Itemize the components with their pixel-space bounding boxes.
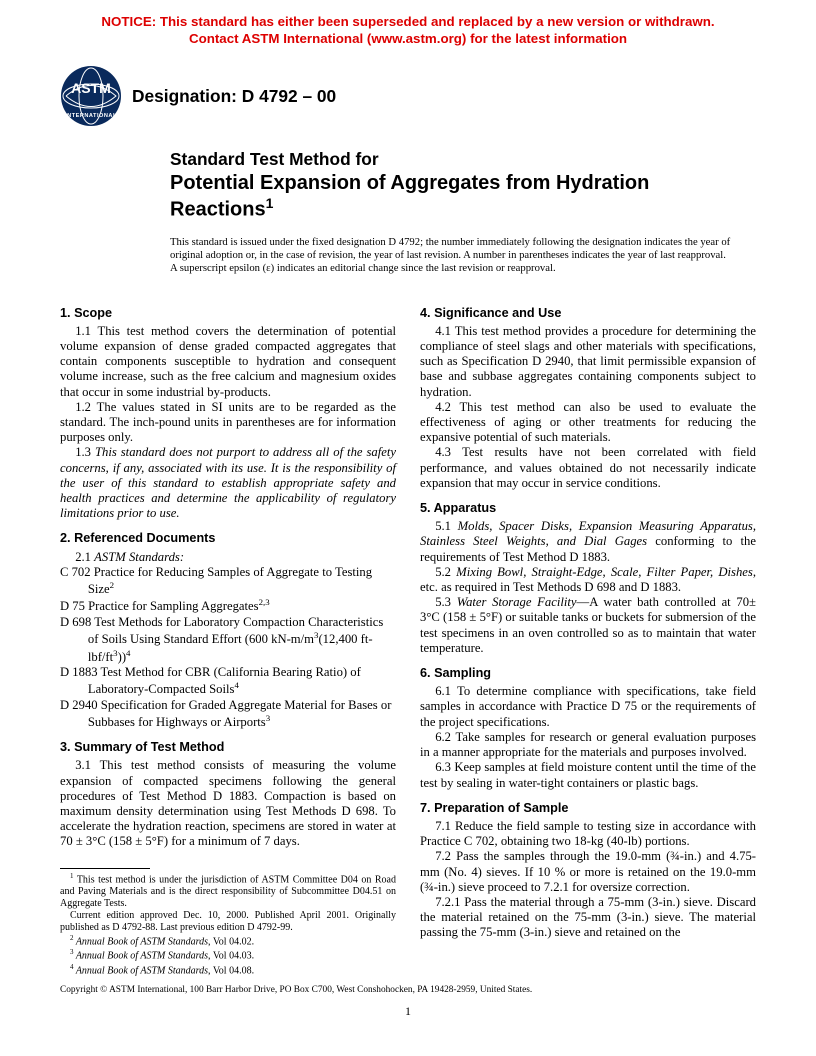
title-line2: Potential Expansion of Aggregates from H… bbox=[170, 171, 756, 222]
ref-d698: D 698 Test Methods for Laboratory Compac… bbox=[60, 615, 396, 665]
p-7-1: 7.1 Reduce the field sample to testing s… bbox=[420, 819, 756, 849]
footnote-2: 2 Annual Book of ASTM Standards, Vol 04.… bbox=[60, 934, 396, 948]
p-4-3: 4.3 Test results have not been correlate… bbox=[420, 445, 756, 491]
p-6-3: 6.3 Keep samples at field moisture conte… bbox=[420, 760, 756, 790]
footnote-3: 3 Annual Book of ASTM Standards, Vol 04.… bbox=[60, 948, 396, 962]
section-3-head: 3. Summary of Test Method bbox=[60, 740, 396, 755]
ref-d75: D 75 Practice for Sampling Aggregates2,3 bbox=[60, 597, 396, 614]
section-6-head: 6. Sampling bbox=[420, 666, 756, 681]
body-columns: 1. Scope 1.1 This test method covers the… bbox=[0, 276, 816, 977]
designation: Designation: D 4792 – 00 bbox=[132, 86, 336, 107]
copyright: Copyright © ASTM International, 100 Barr… bbox=[60, 985, 756, 996]
footnote-4: 4 Annual Book of ASTM Standards, Vol 04.… bbox=[60, 963, 396, 977]
p-7-2: 7.2 Pass the samples through the 19.0-mm… bbox=[420, 849, 756, 895]
left-column: 1. Scope 1.1 This test method covers the… bbox=[60, 296, 396, 977]
notice-line2: Contact ASTM International (www.astm.org… bbox=[189, 31, 627, 46]
section-5-head: 5. Apparatus bbox=[420, 501, 756, 516]
p-4-1: 4.1 This test method provides a procedur… bbox=[420, 324, 756, 400]
p-4-2: 4.2 This test method can also be used to… bbox=[420, 400, 756, 446]
standard-note: This standard is issued under the fixed … bbox=[0, 222, 816, 276]
title-line1: Standard Test Method for bbox=[170, 149, 756, 171]
p-3-1: 3.1 This test method consists of measuri… bbox=[60, 758, 396, 849]
p-5-1: 5.1 Molds, Spacer Disks, Expansion Measu… bbox=[420, 519, 756, 565]
astm-logo: ASTM INTERNATIONAL bbox=[60, 65, 122, 127]
svg-text:ASTM: ASTM bbox=[71, 80, 111, 96]
p-6-1: 6.1 To determine compliance with specifi… bbox=[420, 684, 756, 730]
p-1-1: 1.1 This test method covers the determin… bbox=[60, 324, 396, 400]
footnote-1: 1 This test method is under the jurisdic… bbox=[60, 872, 396, 910]
notice-banner: NOTICE: This standard has either been su… bbox=[0, 0, 816, 47]
page-number: 1 bbox=[0, 1004, 816, 1018]
p-1-3: 1.3 This standard does not purport to ad… bbox=[60, 445, 396, 521]
ref-d1883: D 1883 Test Method for CBR (California B… bbox=[60, 665, 396, 698]
footnote-rule bbox=[60, 868, 150, 869]
section-1-head: 1. Scope bbox=[60, 306, 396, 321]
p-2-1: 2.1 ASTM Standards: bbox=[60, 550, 396, 565]
p-1-2: 1.2 The values stated in SI units are to… bbox=[60, 400, 396, 446]
section-2-head: 2. Referenced Documents bbox=[60, 531, 396, 546]
ref-c702: C 702 Practice for Reducing Samples of A… bbox=[60, 565, 396, 598]
title-block: Standard Test Method for Potential Expan… bbox=[0, 127, 816, 221]
p-7-2-1: 7.2.1 Pass the material through a 75-mm … bbox=[420, 895, 756, 941]
p-5-2: 5.2 Mixing Bowl, Straight-Edge, Scale, F… bbox=[420, 565, 756, 595]
section-7-head: 7. Preparation of Sample bbox=[420, 801, 756, 816]
footnote-1b: Current edition approved Dec. 10, 2000. … bbox=[60, 910, 396, 934]
section-4-head: 4. Significance and Use bbox=[420, 306, 756, 321]
right-column: 4. Significance and Use 4.1 This test me… bbox=[420, 296, 756, 977]
p-6-2: 6.2 Take samples for research or general… bbox=[420, 730, 756, 760]
notice-line1: NOTICE: This standard has either been su… bbox=[101, 14, 714, 29]
p-5-3: 5.3 Water Storage Facility—A water bath … bbox=[420, 595, 756, 656]
header-row: ASTM INTERNATIONAL Designation: D 4792 –… bbox=[0, 47, 816, 127]
ref-d2940: D 2940 Specification for Graded Aggregat… bbox=[60, 698, 396, 731]
svg-text:INTERNATIONAL: INTERNATIONAL bbox=[65, 113, 117, 119]
